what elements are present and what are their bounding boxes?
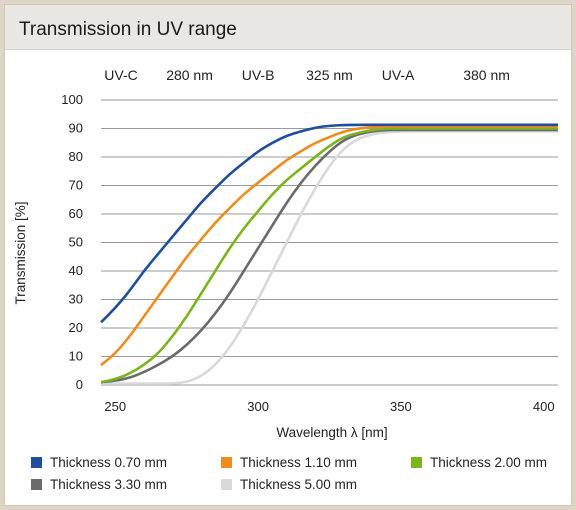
y-tick-40: 40 (69, 263, 83, 278)
band-label-1: 280 nm (166, 67, 213, 83)
y-tick-labels: 0 10 20 30 40 50 60 70 80 90 100 (61, 92, 83, 392)
x-axis-label: Wavelength λ [nm] (276, 425, 387, 440)
y-tick-80: 80 (69, 149, 83, 164)
series-lines (100, 123, 558, 385)
band-label-2: UV-B (242, 67, 275, 83)
legend-swatch-2 (411, 457, 422, 468)
legend-label-4: Thickness 5.00 mm (240, 477, 357, 492)
legend-label-3: Thickness 3.30 mm (50, 477, 167, 492)
x-tick-400: 400 (533, 399, 555, 414)
legend-swatch-0 (31, 457, 42, 468)
x-tick-250: 250 (104, 399, 126, 414)
legend-swatch-3 (31, 479, 42, 490)
band-label-4: UV-A (382, 67, 415, 83)
y-tick-30: 30 (69, 292, 83, 307)
legend-label-1: Thickness 1.10 mm (240, 455, 357, 470)
grid-lines (101, 99, 558, 386)
band-label-0: UV-C (104, 67, 137, 83)
y-axis-label: Transmission [%] (13, 201, 28, 304)
y-tick-60: 60 (69, 206, 83, 221)
series-line-4 (101, 130, 558, 385)
x-tick-labels: 250 300 350 400 (104, 399, 554, 414)
x-tick-350: 350 (390, 399, 412, 414)
legend-label-2: Thickness 2.00 mm (430, 455, 547, 470)
x-tick-300: 300 (247, 399, 269, 414)
y-tick-100: 100 (61, 92, 83, 107)
legend-label-0: Thickness 0.70 mm (50, 455, 167, 470)
y-tick-0: 0 (76, 377, 83, 392)
series-line-0 (100, 123, 558, 324)
y-tick-50: 50 (69, 235, 83, 250)
series-line-1 (100, 125, 558, 367)
band-label-3: 325 nm (306, 67, 353, 83)
legend-swatch-4 (221, 479, 232, 490)
series-line-2 (100, 127, 558, 384)
y-tick-90: 90 (69, 121, 83, 136)
y-tick-10: 10 (69, 349, 83, 364)
chart-frame: Transmission in UV range 0 10 20 30 40 50 60 70… (4, 4, 572, 506)
chart-svg: 0 10 20 30 40 50 60 70 80 90 100 250 300 350 400 UV-C… (13, 67, 558, 492)
uv-band-labels: UV-C 280 nm UV-B 325 nm UV-A 380 nm (104, 67, 510, 83)
band-label-5: 380 nm (463, 67, 510, 83)
y-tick-70: 70 (69, 178, 83, 193)
y-tick-20: 20 (69, 320, 83, 335)
title-bar: Transmission in UV range (5, 5, 571, 50)
legend-swatch-1 (221, 457, 232, 468)
series-line-3 (100, 128, 558, 384)
chart-title: Transmission in UV range (19, 19, 237, 40)
legend: Thickness 0.70 mm Thickness 1.10 mm Thickn… (31, 455, 547, 492)
